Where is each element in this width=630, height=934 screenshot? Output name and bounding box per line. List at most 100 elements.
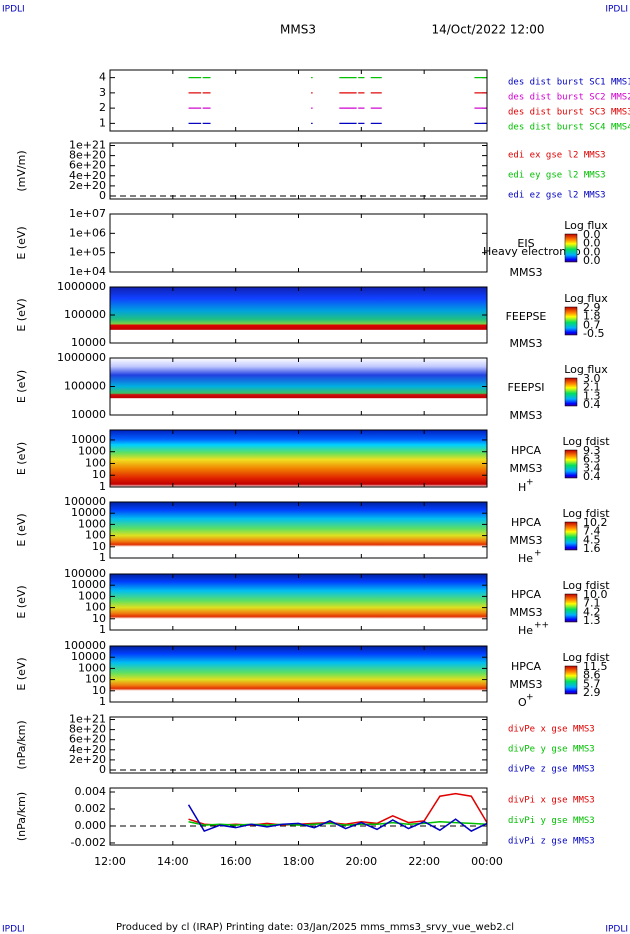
legend-entry: edi ex gse l2 MMS3 — [508, 151, 606, 161]
ion-charge: ++ — [534, 621, 549, 631]
y-tick-label: 1 — [99, 480, 106, 493]
legend-entry: des dist burst SC2 MMS2 — [508, 93, 630, 103]
spectrogram — [110, 430, 487, 487]
spacecraft-label: MMS3 — [510, 337, 543, 350]
panel-frame — [109, 645, 488, 703]
colorbar-tick-label: 7.4 — [583, 525, 601, 538]
y-tick-label: 1000 — [78, 445, 106, 458]
y-axis-label: E (eV) — [15, 370, 28, 403]
y-tick-label: 2 — [99, 101, 106, 114]
ion-charge: + — [526, 478, 534, 488]
colorbar-tick-label: 6.3 — [583, 453, 601, 466]
colorbar-tick-label: 0.4 — [583, 398, 601, 411]
corner-mark: IPDLI — [605, 925, 628, 934]
panel-frame — [109, 69, 488, 132]
ion-label: He — [518, 624, 533, 637]
colorbar-tick-label: 4.5 — [583, 533, 601, 546]
instrument-label: FEEPSE — [506, 310, 547, 323]
colorbar-title: Log fdist — [562, 579, 610, 592]
panel-frame — [109, 573, 488, 631]
y-tick-label: 1e+21 — [69, 713, 106, 726]
data-line — [188, 792, 488, 826]
colorbar-tick-label: 4.2 — [583, 605, 601, 618]
x-tick-label: 20:00 — [345, 855, 377, 868]
y-axis-label: E (eV) — [15, 513, 28, 546]
colorbar-tick-label: 11.5 — [583, 660, 608, 673]
x-tick-label: 14:00 — [157, 855, 189, 868]
panel-frame — [109, 142, 488, 200]
instrument-label: HPCA — [511, 444, 542, 457]
corner-mark: IPDLI — [2, 925, 25, 934]
legend-entry: divPi y gse MMS3 — [508, 816, 595, 826]
y-tick-label: 100 — [85, 529, 106, 542]
colorbar-tick-label: 0.7 — [583, 318, 601, 331]
colorbar-title: Log flux — [564, 363, 608, 376]
y-axis-label: E (eV) — [15, 657, 28, 690]
y-tick-label: 1e+06 — [69, 226, 106, 239]
y-tick-label: 6e+20 — [69, 159, 106, 172]
y-tick-label: 100 — [85, 456, 106, 469]
legend-entry: des dist burst SC3 MMS3 — [508, 108, 630, 118]
legend-entry: des dist burst SC4 MMS4 — [508, 123, 630, 133]
spectrogram — [110, 574, 487, 630]
y-axis-label: (nPa/km) — [15, 792, 28, 841]
colorbar-tick-label: 1.8 — [583, 310, 601, 323]
colorbar-tick-label: 0.4 — [583, 470, 601, 483]
ion-label: He — [518, 552, 533, 565]
y-tick-label: 1 — [99, 623, 106, 636]
colorbar-tick-label: 0.0 — [583, 254, 601, 267]
y-tick-label: 100000 — [64, 639, 106, 652]
y-tick-label: 0.002 — [75, 802, 107, 815]
annotation: Heavy electron to — [483, 245, 581, 258]
colorbar-tick-label: 2.9 — [583, 686, 601, 699]
y-tick-label: 100000 — [64, 567, 106, 580]
colorbar-title: Log fdist — [562, 435, 610, 448]
instrument-label: HPCA — [511, 588, 542, 601]
colorbar-tick-label: 9.3 — [583, 444, 601, 457]
panel-frame — [109, 716, 488, 774]
colorbar-tick-label: 3.0 — [583, 372, 601, 385]
panel-frame — [109, 787, 488, 846]
y-tick-label: 0.000 — [75, 819, 107, 832]
y-tick-label: 1 — [99, 695, 106, 708]
y-tick-label: 1000000 — [57, 351, 106, 364]
colorbar — [564, 377, 578, 407]
spacecraft-label: MMS3 — [510, 534, 543, 547]
y-axis-label: (nPa/km) — [15, 720, 28, 769]
legend-entry: divPe x gse MMS3 — [508, 725, 595, 735]
colorbar — [564, 449, 578, 479]
colorbar-title: Log fdist — [562, 507, 610, 520]
y-tick-label: 1000 — [78, 517, 106, 530]
ion-label: O — [518, 696, 527, 709]
x-tick-label: 18:00 — [283, 855, 315, 868]
colorbar-tick-label: 0.0 — [583, 237, 601, 250]
instrument-label: HPCA — [511, 660, 542, 673]
y-tick-label: 8e+20 — [69, 723, 106, 736]
spectrogram — [110, 502, 487, 558]
y-tick-label: 10000 — [71, 408, 106, 421]
y-tick-label: 10000 — [71, 506, 106, 519]
y-tick-label: 0.004 — [75, 785, 107, 798]
y-tick-label: 3 — [99, 86, 106, 99]
spacecraft-label: MMS3 — [510, 678, 543, 691]
y-tick-label: 1e+21 — [69, 139, 106, 152]
spacecraft-label: MMS3 — [510, 606, 543, 619]
y-tick-label: 0 — [99, 189, 106, 202]
colorbar-title: Log flux — [564, 292, 608, 305]
y-axis-label: E (eV) — [15, 442, 28, 475]
ion-charge: + — [534, 549, 542, 559]
spectrogram — [110, 287, 487, 343]
ion-charge: + — [526, 693, 534, 703]
colorbar-tick-label: 10.2 — [583, 516, 608, 529]
colorbar — [564, 593, 578, 623]
footer-text: Produced by cl (IRAP) Printing date: 03/… — [116, 922, 514, 933]
corner-mark: IPDLI — [2, 5, 25, 15]
legend-entry: divPi z gse MMS3 — [508, 837, 595, 847]
spacecraft-title: MMS3 — [280, 23, 316, 37]
panel-frame — [109, 286, 488, 344]
x-tick-label: 16:00 — [220, 855, 252, 868]
colorbar-tick-label: 5.7 — [583, 677, 601, 690]
colorbar-tick-label: 2.9 — [583, 301, 601, 314]
y-tick-label: 0 — [99, 763, 106, 776]
colorbar-tick-label: 1.6 — [583, 542, 601, 555]
